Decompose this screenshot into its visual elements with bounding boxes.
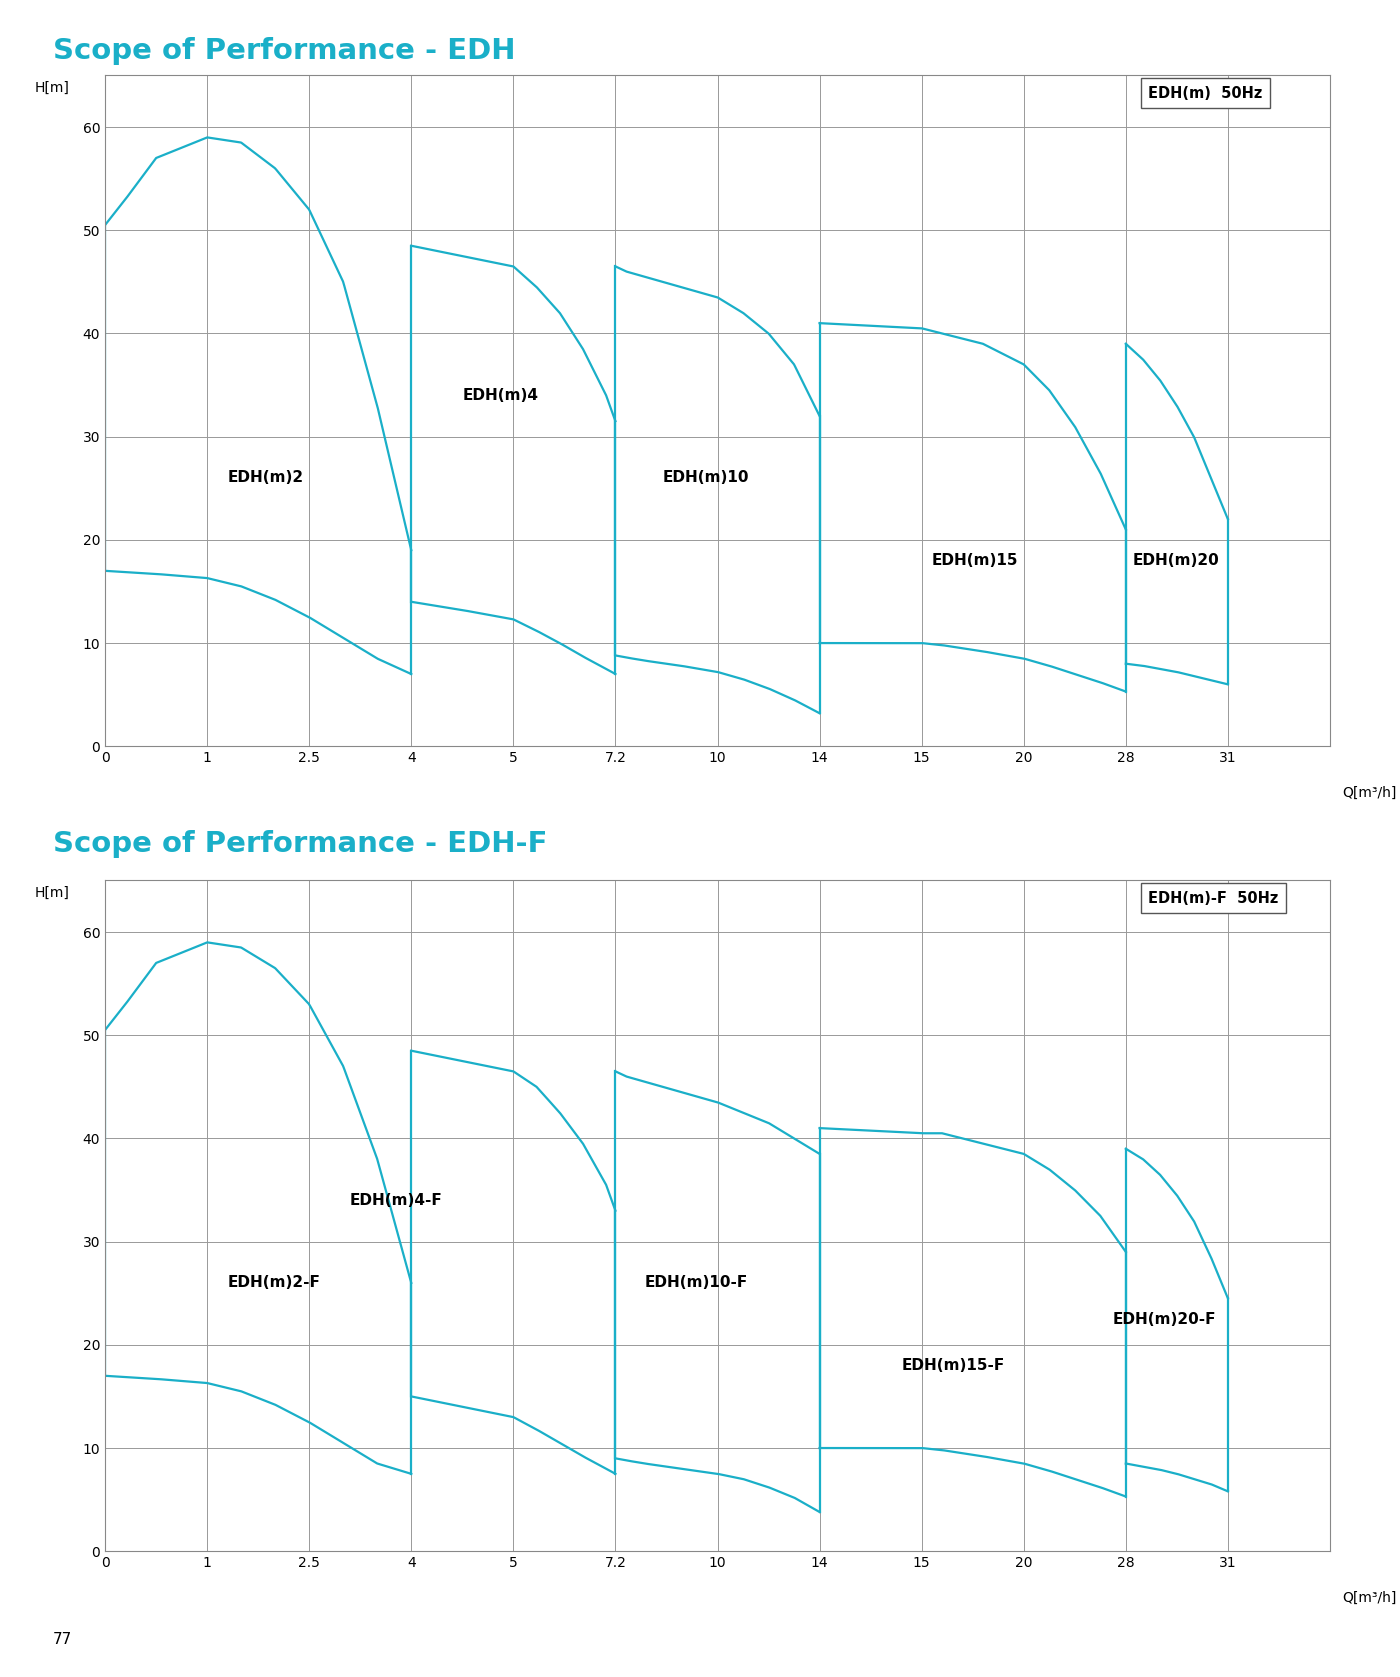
Text: EDH(m)20: EDH(m)20	[1133, 553, 1219, 569]
Text: 77: 77	[53, 1632, 73, 1647]
Text: EDH(m)  50Hz: EDH(m) 50Hz	[1148, 86, 1263, 101]
Text: Q[m³/h]: Q[m³/h]	[1343, 787, 1397, 800]
Text: Q[m³/h]: Q[m³/h]	[1343, 1591, 1397, 1605]
Text: EDH(m)10-F: EDH(m)10-F	[644, 1276, 748, 1290]
Text: EDH(m)10: EDH(m)10	[662, 471, 749, 485]
Text: EDH(m)2-F: EDH(m)2-F	[227, 1276, 321, 1290]
Text: EDH(m)20-F: EDH(m)20-F	[1113, 1311, 1217, 1327]
Text: EDH(m)4: EDH(m)4	[462, 387, 538, 402]
Text: EDH(m)15-F: EDH(m)15-F	[902, 1358, 1005, 1373]
Text: Scope of Performance - EDH-F: Scope of Performance - EDH-F	[53, 830, 547, 859]
Text: EDH(m)2: EDH(m)2	[227, 471, 304, 485]
Text: H[m]: H[m]	[35, 80, 69, 94]
Text: EDH(m)4-F: EDH(m)4-F	[350, 1192, 442, 1207]
Text: EDH(m)15: EDH(m)15	[932, 553, 1018, 569]
Text: Scope of Performance - EDH: Scope of Performance - EDH	[53, 37, 515, 65]
Text: EDH(m)-F  50Hz: EDH(m)-F 50Hz	[1148, 890, 1278, 906]
Text: H[m]: H[m]	[35, 885, 69, 899]
